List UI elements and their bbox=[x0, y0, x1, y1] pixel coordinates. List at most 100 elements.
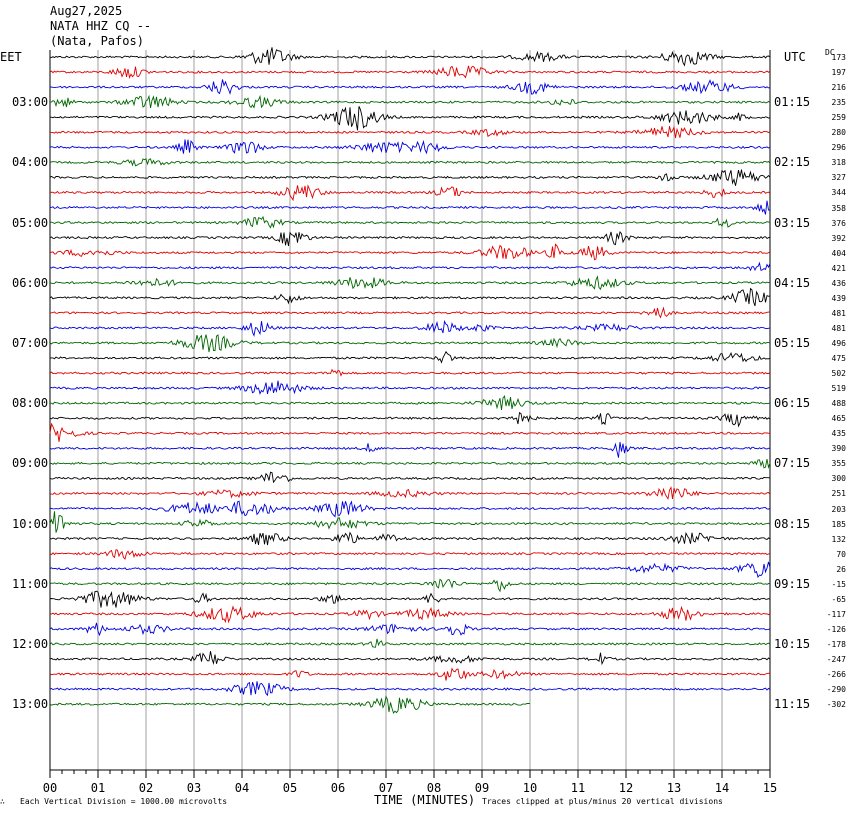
dc-offset-value: 203 bbox=[831, 504, 846, 514]
station-location: (Nata, Pafos) bbox=[50, 34, 144, 48]
x-tick-label: 15 bbox=[763, 781, 777, 795]
dc-offset-value: 280 bbox=[831, 128, 846, 138]
dc-offset-value: 358 bbox=[831, 203, 846, 213]
right-hour-label: 06:15 bbox=[774, 396, 811, 411]
dc-offset-value: 355 bbox=[831, 459, 846, 469]
trace-line bbox=[49, 306, 771, 319]
dc-offset-value: 404 bbox=[831, 248, 846, 258]
trace-line bbox=[49, 169, 771, 186]
trace-line bbox=[49, 334, 771, 353]
trace-line bbox=[49, 94, 771, 109]
trace-line bbox=[49, 549, 771, 560]
dc-offset-value: 26 bbox=[836, 564, 846, 574]
dc-offset-value: 475 bbox=[831, 354, 846, 363]
dc-offset-value: -266 bbox=[826, 670, 846, 680]
trace-line bbox=[49, 638, 771, 648]
right-hour-label: 08:15 bbox=[774, 516, 811, 531]
dc-offset-value: 392 bbox=[831, 233, 846, 243]
x-tick-label: 03 bbox=[187, 781, 201, 795]
dc-offset-value: 390 bbox=[831, 444, 846, 454]
x-tick-label: 09 bbox=[475, 781, 489, 795]
x-tick-label: 02 bbox=[139, 781, 153, 795]
trace-line bbox=[49, 79, 771, 95]
trace-line bbox=[49, 125, 771, 139]
trace-line bbox=[49, 184, 771, 202]
right-hour-label: 10:15 bbox=[774, 636, 811, 651]
trace-line bbox=[49, 651, 771, 666]
trace-line bbox=[49, 47, 771, 67]
trace-line bbox=[49, 622, 771, 637]
right-hour-label: 02:15 bbox=[774, 155, 811, 170]
left-hour-label: 07:00 bbox=[12, 335, 49, 350]
dc-offset-value: 481 bbox=[831, 323, 846, 333]
dc-offset-value: -302 bbox=[826, 700, 846, 710]
trace-line bbox=[49, 667, 771, 681]
trace-line bbox=[49, 422, 771, 442]
x-axis-title: TIME (MINUTES) bbox=[374, 793, 476, 807]
right-hour-label: 11:15 bbox=[774, 697, 811, 712]
dc-offset-value: 173 bbox=[831, 53, 846, 62]
left-hour-label: 06:00 bbox=[12, 275, 49, 290]
dc-offset-value: 344 bbox=[831, 188, 846, 198]
right-hour-label: 04:15 bbox=[774, 275, 811, 290]
dc-offset-value: -126 bbox=[826, 624, 846, 634]
x-tick-label: 11 bbox=[571, 781, 585, 795]
x-tick-label: 14 bbox=[715, 781, 729, 795]
dc-offset-value: -178 bbox=[826, 639, 846, 649]
trace-line bbox=[49, 471, 771, 484]
left-hour-label: 08:00 bbox=[12, 396, 49, 411]
left-hour-label: 05:00 bbox=[12, 215, 49, 230]
left-hour-label: 04:00 bbox=[12, 155, 49, 170]
station-code: NATA HHZ CQ -- bbox=[50, 19, 152, 33]
trace-line bbox=[49, 319, 771, 337]
dc-offset-value: 318 bbox=[831, 158, 846, 168]
right-hour-label: 09:15 bbox=[774, 576, 811, 591]
x-tick-label: 04 bbox=[235, 781, 249, 795]
trace-line bbox=[49, 531, 771, 546]
dc-offset-value: 251 bbox=[831, 489, 846, 499]
dc-offset-value: 436 bbox=[831, 278, 846, 288]
left-hour-label: 12:00 bbox=[12, 636, 49, 651]
dc-offset-value: 185 bbox=[831, 519, 846, 529]
right-hour-label: 03:15 bbox=[774, 215, 811, 230]
left-hour-label: 09:00 bbox=[12, 456, 49, 471]
vertical-scale-note: Each Vertical Division = 1000.00 microvo… bbox=[20, 797, 228, 806]
dc-offset-value: 300 bbox=[831, 474, 846, 484]
trace-line bbox=[49, 200, 770, 215]
right-hour-label: 01:15 bbox=[774, 95, 811, 110]
trace-line bbox=[49, 65, 771, 80]
dc-column-label: DC bbox=[825, 48, 835, 57]
dc-offset-value: 235 bbox=[831, 98, 846, 108]
right-timezone-label: UTC bbox=[784, 50, 806, 64]
dc-offset-value: 502 bbox=[831, 369, 846, 379]
dc-offset-value: -65 bbox=[831, 594, 846, 604]
dc-offset-value: -290 bbox=[826, 685, 846, 695]
trace-line bbox=[49, 261, 771, 272]
trace-line bbox=[49, 411, 771, 428]
x-tick-label: 06 bbox=[331, 781, 345, 795]
dc-offset-value: 296 bbox=[831, 143, 846, 153]
trace-line bbox=[49, 215, 771, 229]
trace-line bbox=[49, 578, 771, 593]
x-tick-label: 10 bbox=[523, 781, 537, 795]
x-tick-label: 00 bbox=[43, 781, 57, 795]
trace-line bbox=[49, 681, 771, 697]
trace-line bbox=[49, 287, 771, 307]
trace-line bbox=[49, 605, 771, 624]
x-tick-label: 05 bbox=[283, 781, 297, 795]
left-timezone-label: EET bbox=[0, 50, 22, 64]
dc-offset-value: 519 bbox=[831, 384, 846, 394]
trace-line bbox=[49, 590, 771, 608]
trace-line bbox=[49, 500, 771, 518]
x-tick-label: 07 bbox=[379, 781, 393, 795]
trace-line bbox=[50, 106, 771, 131]
dc-offset-value: 70 bbox=[836, 549, 846, 559]
dc-offset-value: 197 bbox=[831, 68, 846, 78]
trace-line bbox=[49, 139, 771, 155]
trace-line bbox=[49, 695, 531, 714]
x-tick-label: 13 bbox=[667, 781, 681, 795]
left-hour-label: 13:00 bbox=[12, 697, 49, 712]
right-hour-label: 05:15 bbox=[774, 335, 811, 350]
dc-offset-value: -117 bbox=[826, 609, 846, 619]
